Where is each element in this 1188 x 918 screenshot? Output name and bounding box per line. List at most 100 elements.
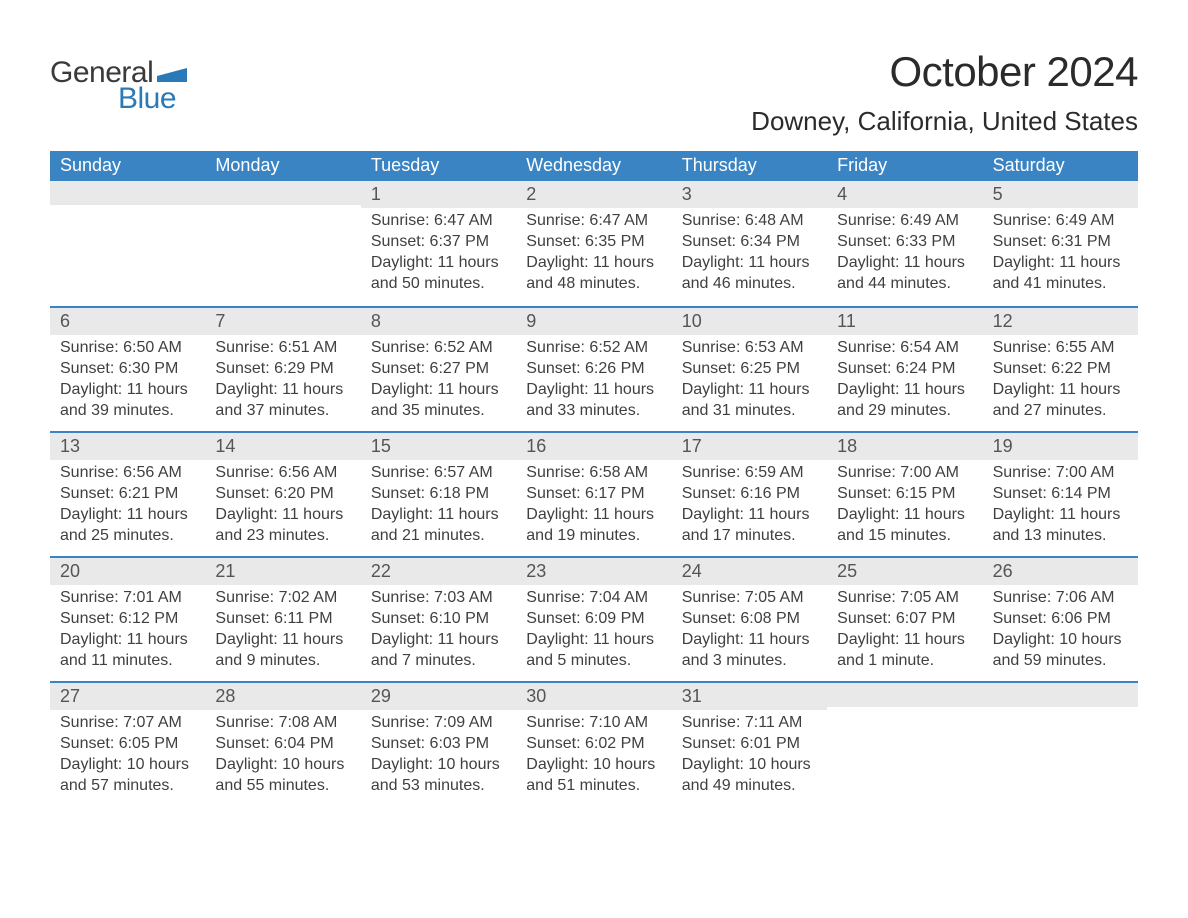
day-number: 11 [827,308,982,335]
daylight-line: Daylight: 11 hours and 5 minutes. [526,630,661,672]
sunrise-line: Sunrise: 7:07 AM [60,713,195,734]
daylight-line: Daylight: 11 hours and 50 minutes. [371,253,506,295]
daylight-line: Daylight: 11 hours and 29 minutes. [837,380,972,422]
sunrise-line: Sunrise: 7:05 AM [837,588,972,609]
sunrise-line: Sunrise: 6:52 AM [371,338,506,359]
sunset-line: Sunset: 6:07 PM [837,609,972,630]
sunrise-line: Sunrise: 6:47 AM [371,211,506,232]
calendar-cell: 11 Sunrise: 6:54 AMSunset: 6:24 PMDayligh… [827,308,982,431]
day-number: 9 [516,308,671,335]
location-subtitle: Downey, California, United States [751,106,1138,137]
day-header: Saturday [983,151,1138,181]
sunset-line: Sunset: 6:06 PM [993,609,1128,630]
sunrise-line: Sunrise: 6:56 AM [60,463,195,484]
sunset-line: Sunset: 6:05 PM [60,734,195,755]
sunrise-line: Sunrise: 7:06 AM [993,588,1128,609]
sunrise-line: Sunrise: 6:48 AM [682,211,817,232]
calendar-cell: 9Sunrise: 6:52 AMSunset: 6:26 PMDaylight… [516,308,671,431]
calendar-cell [827,683,982,806]
calendar-cell: 21Sunrise: 7:02 AMSunset: 6:11 PMDayligh… [205,558,360,681]
calendar-cell: 22Sunrise: 7:03 AMSunset: 6:10 PMDayligh… [361,558,516,681]
title-block: October 2024 Downey, California, United … [751,48,1138,137]
sunset-line: Sunset: 6:34 PM [682,232,817,253]
daylight-line: Daylight: 11 hours and 23 minutes. [215,505,350,547]
calendar-week: 20Sunrise: 7:01 AMSunset: 6:12 PMDayligh… [50,556,1138,681]
calendar-cell: 5Sunrise: 6:49 AMSunset: 6:31 PMDaylight… [983,181,1138,306]
day-number: 28 [205,683,360,710]
sunset-line: Sunset: 6:16 PM [682,484,817,505]
day-number: 5 [983,181,1138,208]
daylight-line: Daylight: 11 hours and 19 minutes. [526,505,661,547]
daylight-line: Daylight: 11 hours and 15 minutes. [837,505,972,547]
sunset-line: Sunset: 6:08 PM [682,609,817,630]
daylight-line: Daylight: 11 hours and 17 minutes. [682,505,817,547]
day-header: Thursday [672,151,827,181]
sunrise-line: Sunrise: 6:54 AM [837,338,972,359]
sunrise-line: Sunrise: 7:10 AM [526,713,661,734]
day-number: 3 [672,181,827,208]
sunset-line: Sunset: 6:21 PM [60,484,195,505]
day-number: 27 [50,683,205,710]
sunrise-line: Sunrise: 6:55 AM [993,338,1128,359]
calendar: SundayMondayTuesdayWednesdayThursdayFrid… [50,151,1138,806]
sunset-line: Sunset: 6:20 PM [215,484,350,505]
day-number: 8 [361,308,516,335]
day-header-row: SundayMondayTuesdayWednesdayThursdayFrid… [50,151,1138,181]
daylight-line: Daylight: 10 hours and 59 minutes. [993,630,1128,672]
sunset-line: Sunset: 6:24 PM [837,359,972,380]
calendar-cell: 19Sunrise: 7:00 AMSunset: 6:14 PMDayligh… [983,433,1138,556]
sunset-line: Sunset: 6:27 PM [371,359,506,380]
sunrise-line: Sunrise: 6:53 AM [682,338,817,359]
calendar-cell: 4Sunrise: 6:49 AMSunset: 6:33 PMDaylight… [827,181,982,306]
sunset-line: Sunset: 6:10 PM [371,609,506,630]
sunset-line: Sunset: 6:12 PM [60,609,195,630]
calendar-cell: 14Sunrise: 6:56 AMSunset: 6:20 PMDayligh… [205,433,360,556]
calendar-week: 1Sunrise: 6:47 AMSunset: 6:37 PMDaylight… [50,181,1138,306]
calendar-cell: 12Sunrise: 6:55 AMSunset: 6:22 PMDayligh… [983,308,1138,431]
sunset-line: Sunset: 6:01 PM [682,734,817,755]
daylight-line: Daylight: 11 hours and 11 minutes. [60,630,195,672]
daylight-line: Daylight: 11 hours and 39 minutes. [60,380,195,422]
logo: General Blue [50,48,187,116]
sunrise-line: Sunrise: 7:00 AM [993,463,1128,484]
calendar-cell: 29Sunrise: 7:09 AMSunset: 6:03 PMDayligh… [361,683,516,806]
calendar-week: 13Sunrise: 6:56 AMSunset: 6:21 PMDayligh… [50,431,1138,556]
sunset-line: Sunset: 6:15 PM [837,484,972,505]
sunrise-line: Sunrise: 6:49 AM [993,211,1128,232]
sunset-line: Sunset: 6:25 PM [682,359,817,380]
day-header: Sunday [50,151,205,181]
calendar-cell: 25Sunrise: 7:05 AMSunset: 6:07 PMDayligh… [827,558,982,681]
sunset-line: Sunset: 6:35 PM [526,232,661,253]
daylight-line: Daylight: 11 hours and 35 minutes. [371,380,506,422]
day-header: Friday [827,151,982,181]
sunset-line: Sunset: 6:30 PM [60,359,195,380]
daylight-line: Daylight: 11 hours and 13 minutes. [993,505,1128,547]
sunset-line: Sunset: 6:22 PM [993,359,1128,380]
daylight-line: Daylight: 11 hours and 3 minutes. [682,630,817,672]
sunrise-line: Sunrise: 7:00 AM [837,463,972,484]
sunset-line: Sunset: 6:04 PM [215,734,350,755]
day-number: 2 [516,181,671,208]
day-number: 18 [827,433,982,460]
sunset-line: Sunset: 6:17 PM [526,484,661,505]
sunset-line: Sunset: 6:14 PM [993,484,1128,505]
sunrise-line: Sunrise: 6:50 AM [60,338,195,359]
calendar-cell: 18 Sunrise: 7:00 AMSunset: 6:15 PMDayligh… [827,433,982,556]
sunrise-line: Sunrise: 6:49 AM [837,211,972,232]
day-number: 17 [672,433,827,460]
calendar-cell: 8 Sunrise: 6:52 AMSunset: 6:27 PMDaylight… [361,308,516,431]
day-number: 21 [205,558,360,585]
calendar-cell: 15Sunrise: 6:57 AMSunset: 6:18 PMDayligh… [361,433,516,556]
day-number: 15 [361,433,516,460]
day-header: Wednesday [516,151,671,181]
day-number: 7 [205,308,360,335]
day-number: 29 [361,683,516,710]
calendar-cell [50,181,205,306]
daylight-line: Daylight: 11 hours and 21 minutes. [371,505,506,547]
calendar-cell: 7Sunrise: 6:51 AMSunset: 6:29 PMDaylight… [205,308,360,431]
daylight-line: Daylight: 10 hours and 49 minutes. [682,755,817,797]
day-number: 12 [983,308,1138,335]
calendar-cell: 3Sunrise: 6:48 AMSunset: 6:34 PMDaylight… [672,181,827,306]
day-number: 25 [827,558,982,585]
day-number: 23 [516,558,671,585]
